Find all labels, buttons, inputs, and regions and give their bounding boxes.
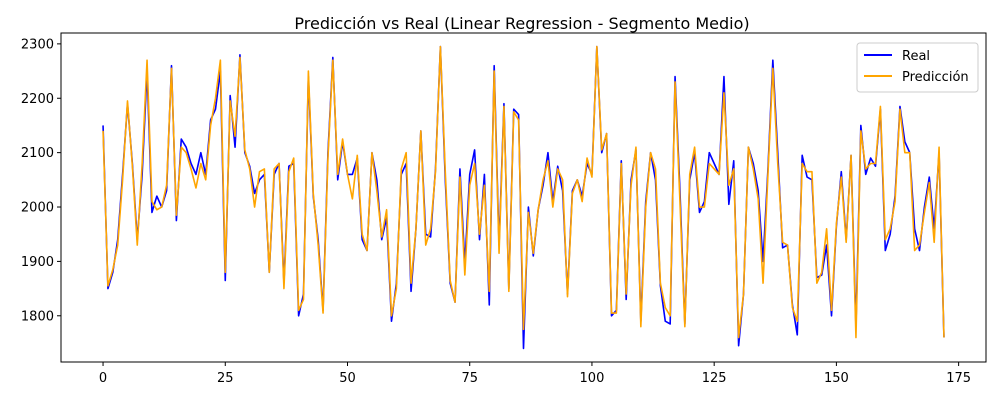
x-tick-label: 175 [946,371,971,386]
y-tick-label: 2000 [21,201,54,216]
legend-label-real: Real [902,49,930,64]
x-tick-label: 125 [702,371,727,386]
x-tick-label: 100 [580,371,605,386]
series-line-prediccion [102,45,945,339]
x-tick-label: 25 [217,371,234,386]
x-tick-label: 50 [339,371,356,386]
plot-frame [60,32,987,363]
y-tick-label: 1800 [21,309,54,324]
chart-title: Predicción vs Real (Linear Regression - … [294,14,749,33]
y-tick-label: 1900 [21,255,54,270]
x-axis: 0 25 50 75 100 125 150 175 [99,362,971,386]
legend: Real Predicción [856,42,979,93]
y-tick-label: 2200 [21,92,54,107]
x-tick-label: 75 [461,371,478,386]
y-axis: 1800 1900 2000 2100 2200 2300 [21,37,61,324]
legend-label-prediccion: Predicción [902,70,969,85]
y-tick-label: 2300 [21,37,54,52]
x-tick-label: 150 [824,371,849,386]
series-layer [102,45,945,350]
y-tick-label: 2100 [21,146,54,161]
x-tick-label: 0 [99,371,107,386]
